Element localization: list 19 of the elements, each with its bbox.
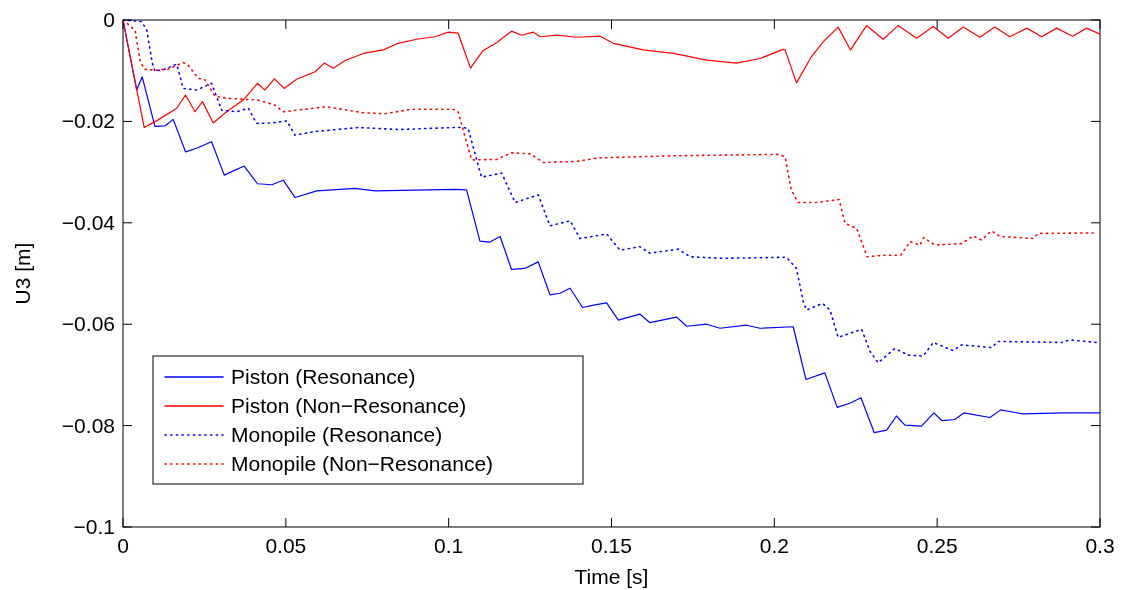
y-tick-label: −0.1 <box>73 515 115 538</box>
y-tick-label: −0.02 <box>61 109 115 133</box>
legend-label: Monopile (Resonance) <box>231 423 443 446</box>
y-axis-title: U3 [m] <box>11 242 34 305</box>
y-tick-label: −0.08 <box>61 413 115 437</box>
x-tick-label: 0.1 <box>434 534 464 557</box>
x-tick-label: 0 <box>117 534 129 557</box>
legend-label: Piston (Non−Resonance) <box>231 394 467 417</box>
x-tick-label: 0.05 <box>265 534 307 557</box>
x-tick-label: 0.15 <box>591 534 632 557</box>
x-tick-label: 0.2 <box>759 534 789 557</box>
x-tick-label: 0.3 <box>1085 534 1115 557</box>
x-tick-label: 0.25 <box>916 534 958 557</box>
legend-label: Monopile (Non−Resonance) <box>231 452 494 475</box>
y-tick-label: −0.06 <box>61 312 115 336</box>
x-axis-title: Time [s] <box>574 565 649 588</box>
legend-label: Piston (Resonance) <box>231 365 416 388</box>
y-tick-label: 0 <box>103 8 115 31</box>
y-tick-label: −0.04 <box>61 210 116 234</box>
